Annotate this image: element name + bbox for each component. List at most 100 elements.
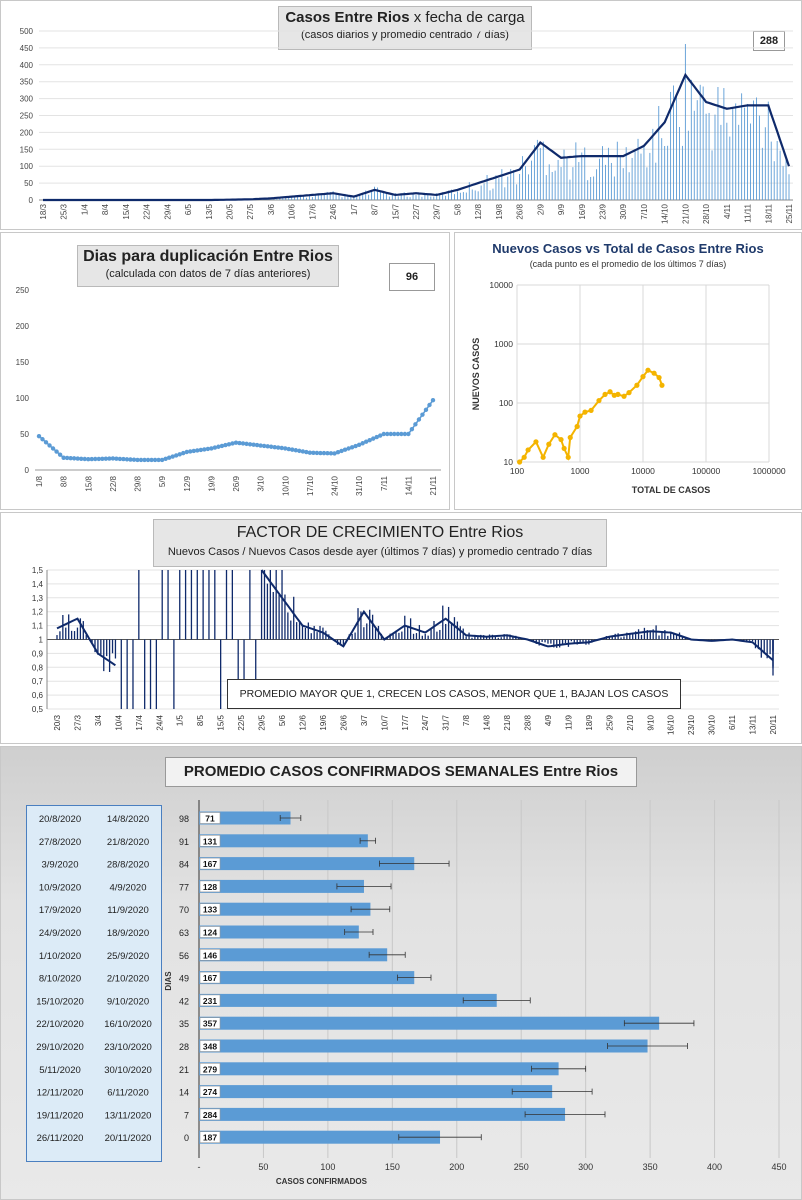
x-tick-label: 15/5 <box>217 714 226 730</box>
x-tick-label: 1000000 <box>752 466 785 476</box>
x-tick-label: 450 <box>771 1162 786 1172</box>
doubling-point <box>413 422 418 427</box>
x-tick-label: 6/11 <box>728 714 737 730</box>
value-label: 274 <box>203 1087 217 1097</box>
date-start-label: 30/10/2020 <box>104 1065 152 1076</box>
date-start-label: 25/9/2020 <box>107 951 149 962</box>
date-start-label: 28/8/2020 <box>107 860 149 871</box>
value-label: 187 <box>203 1133 217 1143</box>
value-label: 279 <box>203 1064 217 1074</box>
doubling-point <box>237 440 242 446</box>
scatter-point <box>582 409 588 415</box>
doubling-point <box>251 442 256 447</box>
value-label: 133 <box>203 905 217 915</box>
value-label: 131 <box>203 836 217 846</box>
daily-cases-title-rest: x fecha de carga <box>409 9 525 26</box>
doubling-point <box>402 431 408 437</box>
doubling-point <box>75 456 80 461</box>
date-end-label: 8/10/2020 <box>39 974 81 985</box>
daily-cases-chart: 0 50 100 150 200 250 300 350 400 450 500 18/3 25/3 1/… <box>20 27 794 224</box>
growth-note: PROMEDIO MAYOR QUE 1, CRECEN LOS CASOS, … <box>227 679 681 709</box>
date-start-label: 20/11/2020 <box>105 1133 152 1144</box>
scatter-point <box>651 370 657 376</box>
y-tick-label: 1,3 <box>32 594 44 603</box>
scatter-subtitle: (cada punto es el promedio de los último… <box>529 259 727 269</box>
x-tick-label: 19/6 <box>319 714 328 730</box>
doubling-point <box>131 457 137 462</box>
date-end-label: 26/11/2020 <box>37 1133 84 1144</box>
y-tick-label: 0,5 <box>32 705 44 714</box>
value-label: 231 <box>203 996 217 1006</box>
scatter-trace <box>518 368 663 463</box>
days-label: 14 <box>179 1088 189 1098</box>
value-label-box <box>199 926 221 938</box>
y-tick-label: 200 <box>16 322 30 331</box>
doubling-point <box>360 441 365 446</box>
x-tick-label: 26/9 <box>232 475 241 491</box>
date-start-label: 16/10/2020 <box>104 1019 152 1030</box>
doubling-point <box>145 457 151 463</box>
x-tick-label: 29/8 <box>134 475 143 491</box>
x-tick-label: 10/10 <box>281 475 290 496</box>
doubling-point <box>54 449 59 454</box>
days-label: 21 <box>179 1065 189 1075</box>
doubling-point <box>173 453 179 458</box>
scatter-point <box>645 367 651 373</box>
doubling-point <box>149 457 154 463</box>
days-label: 77 <box>179 882 189 892</box>
weekly-bar <box>199 1062 559 1076</box>
doubling-point <box>427 402 432 408</box>
x-tick-label: 12/8 <box>474 203 483 219</box>
weekly-bar <box>199 1107 566 1121</box>
weekly-bar <box>199 902 371 916</box>
growth-average-line <box>56 569 774 667</box>
x-tick-label: 24/4 <box>155 714 164 730</box>
x-tick-label: 15/7 <box>391 203 400 219</box>
y-tick-label: 0 <box>25 466 30 475</box>
x-tick-label: 3/10 <box>257 475 266 491</box>
scatter-point <box>615 391 621 397</box>
value-label: 284 <box>203 1110 217 1120</box>
doubling-point <box>346 446 351 451</box>
doubling-point <box>124 457 130 462</box>
moving-average-line <box>43 72 791 202</box>
scatter-point <box>596 397 602 404</box>
x-tick-label: 28/10 <box>702 203 711 224</box>
doubling-point <box>349 445 355 450</box>
x-tick-label: 9/9 <box>557 203 566 215</box>
scatter-point <box>525 447 531 453</box>
scatter-point <box>621 393 627 399</box>
y-tick-label: 50 <box>24 179 33 188</box>
y-tick-label: 100 <box>16 394 30 403</box>
y-tick-label: 0,6 <box>32 691 44 700</box>
x-tick-label: 10/4 <box>114 714 123 730</box>
x-tick-label: 12/9 <box>183 475 192 491</box>
x-tick-label: 11/9 <box>564 714 573 730</box>
y-tick-label: 500 <box>20 27 34 36</box>
doubling-point <box>152 457 158 463</box>
x-tick-label: 30/9 <box>619 203 628 219</box>
x-tick-label: 8/5 <box>196 714 205 726</box>
x-tick-label: 16/9 <box>578 203 587 219</box>
days-label: 35 <box>179 1019 189 1029</box>
weekly-bar <box>199 857 415 871</box>
scatter-point <box>626 390 632 396</box>
x-tick-label: 25/11 <box>785 203 794 223</box>
doubling-chart: 0 50 100 150 200 250 1/8 8/8 15/8 22/8 29/8 5/9 12/9… <box>16 286 441 496</box>
value-label: 146 <box>203 950 217 960</box>
date-end-label: 22/10/2020 <box>36 1019 84 1030</box>
x-tick-label: 14/11 <box>404 475 413 495</box>
y-tick-label: 300 <box>20 95 34 104</box>
doubling-point <box>392 431 397 437</box>
x-tick-label: 17/4 <box>135 714 144 730</box>
x-tick-label: 29/5 <box>258 714 267 730</box>
doubling-point <box>286 446 291 452</box>
y-tick-label: 10000 <box>489 280 513 290</box>
value-label-box <box>199 1131 221 1144</box>
y-tick-label: 400 <box>20 61 34 70</box>
scatter-point <box>546 441 552 447</box>
days-label: 7 <box>184 1110 189 1120</box>
doubling-point <box>181 450 186 456</box>
x-tick-label: 18/9 <box>585 714 594 730</box>
